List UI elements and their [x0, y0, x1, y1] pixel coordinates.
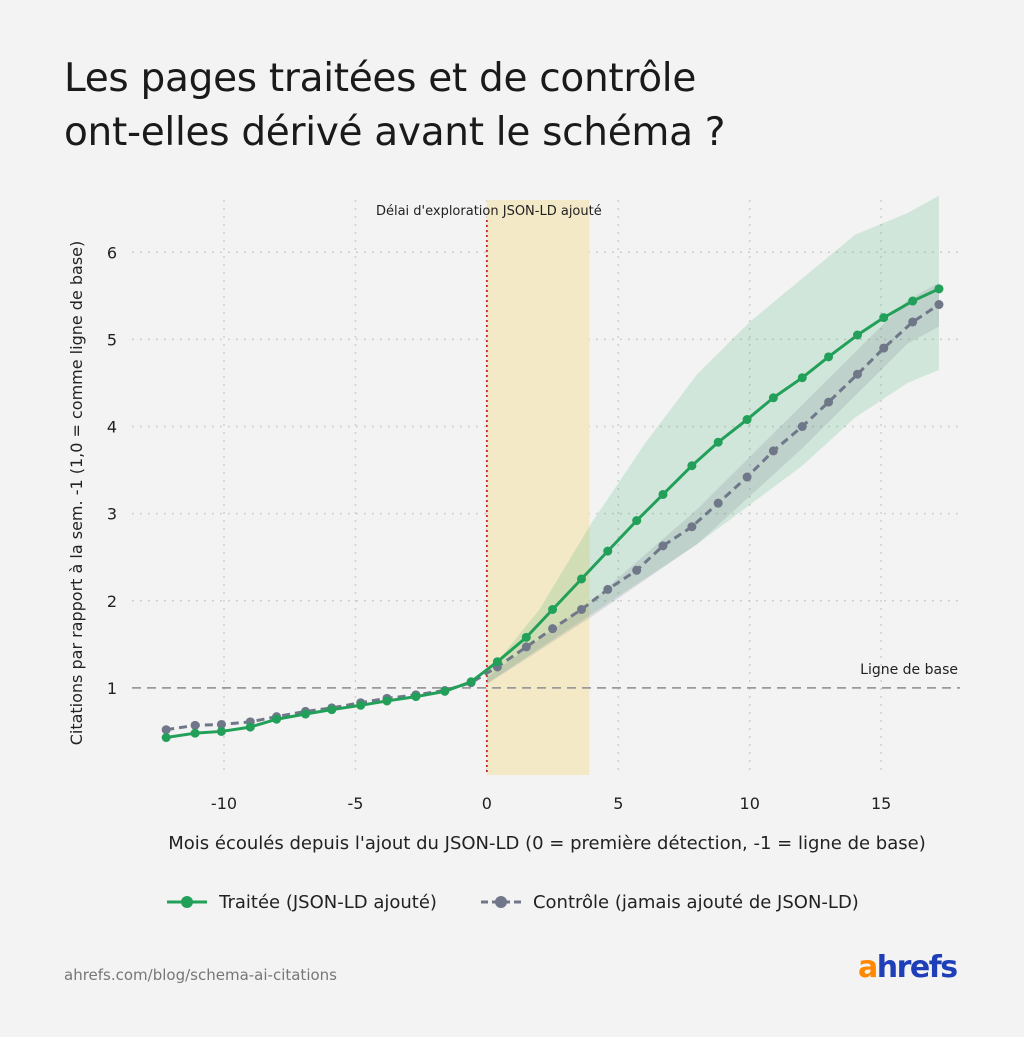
data-point-control	[852, 369, 862, 379]
data-point-treated	[548, 604, 558, 614]
x-tick-label: 5	[613, 794, 623, 813]
legend-item-control: Contrôle (jamais ajouté de JSON-LD)	[479, 888, 859, 916]
data-point-treated	[687, 461, 697, 471]
y-tick-label: 1	[107, 679, 117, 698]
data-point-treated	[824, 352, 834, 362]
data-point-treated	[245, 722, 255, 732]
data-point-treated	[576, 574, 586, 584]
chart-title-line-1: Les pages traitées et de contrôle	[64, 56, 697, 101]
ahrefs-logo: ahrefs	[858, 950, 958, 985]
chart-title: Les pages traitées et de contrôle ont-el…	[64, 52, 964, 160]
data-point-treated	[492, 657, 502, 667]
y-axis-ticks: 1 2 3 4 5 6	[107, 243, 117, 698]
data-point-control	[879, 343, 889, 353]
data-point-control	[908, 317, 918, 327]
data-point-treated	[852, 330, 862, 340]
series	[161, 284, 944, 743]
data-point-control	[576, 604, 586, 614]
data-point-treated	[161, 733, 171, 743]
x-tick-label: 0	[482, 794, 492, 813]
y-tick-label: 2	[107, 592, 117, 611]
crawl-delay-region	[486, 200, 590, 775]
data-point-treated	[658, 489, 668, 499]
source-url: ahrefs.com/blog/schema-ai-citations	[64, 966, 337, 984]
data-point-control	[687, 522, 697, 532]
legend-item-treated: Traitée (JSON-LD ajouté)	[165, 888, 437, 916]
y-axis-label: Citations par rapport à la sem. -1 (1,0 …	[67, 241, 86, 746]
data-point-treated	[632, 516, 642, 526]
baseline-label: Ligne de base	[860, 662, 958, 678]
data-point-treated	[797, 373, 807, 383]
line-chart: Délai d'exploration JSON-LD ajouté Ligne…	[67, 195, 960, 854]
data-point-treated	[190, 728, 200, 738]
data-point-control	[934, 300, 944, 310]
data-point-control	[161, 725, 171, 735]
data-point-control	[824, 397, 834, 407]
data-point-treated	[908, 296, 918, 306]
logo-text: hrefs	[876, 950, 958, 985]
legend-label-treated: Traitée (JSON-LD ajouté)	[219, 891, 437, 913]
legend-label-control: Contrôle (jamais ajouté de JSON-LD)	[532, 891, 859, 913]
data-point-control	[548, 624, 558, 634]
data-point-treated	[466, 677, 476, 687]
logo-accent: a	[858, 950, 878, 985]
data-point-control	[603, 584, 613, 594]
y-tick-label: 4	[107, 418, 117, 437]
data-point-treated	[742, 415, 752, 425]
data-point-treated	[768, 393, 778, 403]
data-point-control	[658, 541, 668, 551]
y-tick-label: 6	[107, 243, 117, 262]
data-point-treated	[521, 632, 531, 642]
x-tick-label: -5	[347, 794, 363, 813]
data-point-treated	[603, 546, 613, 556]
legend-swatch-treated	[167, 896, 208, 908]
x-tick-label: 15	[871, 794, 891, 813]
x-axis-label: Mois écoulés depuis l'ajout du JSON-LD (…	[168, 833, 925, 854]
data-point-treated	[382, 696, 392, 706]
data-point-control	[521, 642, 531, 652]
grid	[132, 200, 960, 775]
confidence-band-control	[486, 282, 939, 685]
data-point-control	[632, 565, 642, 575]
data-point-treated	[411, 692, 421, 702]
y-tick-label: 3	[107, 505, 117, 524]
crawl-delay-label: Délai d'exploration JSON-LD ajouté	[376, 204, 602, 219]
data-point-control	[216, 719, 226, 729]
data-point-control	[190, 720, 200, 730]
legend-swatch-control	[480, 896, 521, 908]
data-point-control	[768, 446, 778, 456]
x-tick-label: 10	[740, 794, 760, 813]
data-point-treated	[356, 700, 366, 710]
data-point-treated	[272, 714, 282, 724]
data-point-treated	[440, 686, 450, 696]
data-point-treated	[934, 284, 944, 294]
data-point-treated	[300, 709, 310, 719]
data-point-treated	[879, 313, 889, 323]
x-axis-ticks: -10 -5 0 5 10 15	[211, 794, 891, 813]
x-tick-label: -10	[211, 794, 237, 813]
data-point-treated	[713, 437, 723, 447]
data-point-treated	[327, 705, 337, 715]
data-point-control	[713, 498, 723, 508]
data-point-control	[742, 472, 752, 482]
y-tick-label: 5	[107, 330, 117, 349]
legend: Traitée (JSON-LD ajouté) Contrôle (jamai…	[0, 888, 1024, 916]
data-point-control	[797, 422, 807, 432]
data-point-treated	[216, 726, 226, 736]
chart-title-line-2: ont-elles dérivé avant le schéma ?	[64, 110, 726, 155]
